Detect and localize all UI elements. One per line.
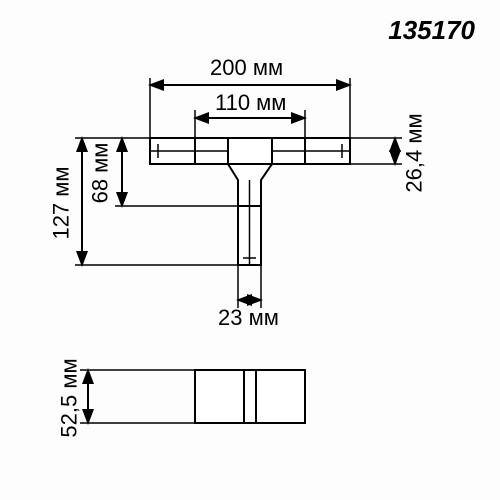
dim-110: 110 мм xyxy=(215,90,286,116)
dim-26-4: 26,4 мм xyxy=(402,113,428,192)
dim-52-5: 52,5 мм xyxy=(57,358,83,437)
dim-200: 200 мм xyxy=(210,55,283,81)
technical-drawing: 135170 200 мм 110 мм 127 мм 68 мм 26,4 м… xyxy=(0,0,500,500)
dim-127: 127 мм xyxy=(49,166,75,239)
dim-68: 68 мм xyxy=(87,143,113,204)
dim-23: 23 мм xyxy=(218,305,279,331)
product-code: 135170 xyxy=(388,15,475,46)
